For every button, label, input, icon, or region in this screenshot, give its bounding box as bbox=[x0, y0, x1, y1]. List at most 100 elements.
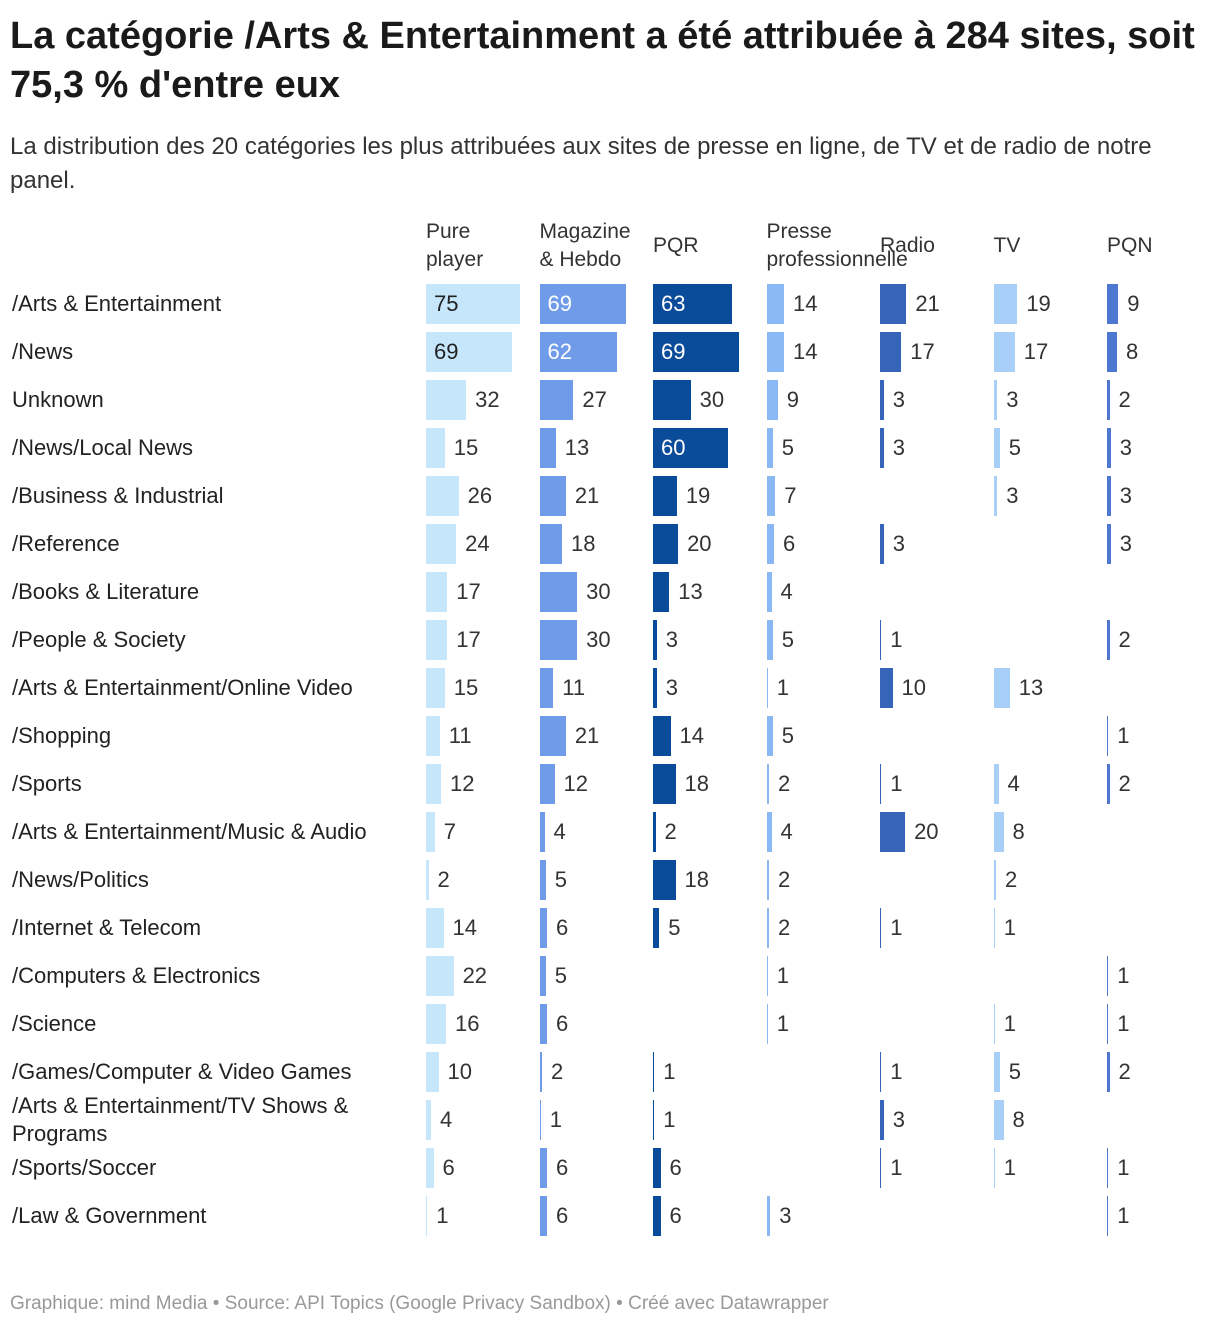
value-label: 3 bbox=[779, 1203, 792, 1228]
value-label: 1 bbox=[1117, 1203, 1130, 1228]
column-header: Presse professionnelle bbox=[766, 220, 908, 271]
bar bbox=[993, 764, 999, 804]
bar bbox=[880, 764, 882, 804]
bar bbox=[1107, 764, 1110, 804]
row-label: /Internet & Telecom bbox=[12, 915, 202, 940]
value-label: 6 bbox=[556, 1011, 569, 1036]
value-label: 30 bbox=[699, 387, 725, 412]
bar bbox=[653, 1100, 655, 1140]
bar bbox=[653, 620, 657, 660]
value-label: 1 bbox=[1117, 1011, 1130, 1036]
value-label: 17 bbox=[456, 627, 481, 652]
value-label: 2 bbox=[1118, 387, 1131, 412]
value-label: 4 bbox=[553, 819, 566, 844]
row-label: /Computers & Electronics bbox=[12, 963, 261, 988]
value-label: 2 bbox=[1005, 867, 1018, 892]
column-header: Pure player bbox=[426, 220, 484, 271]
bar bbox=[539, 908, 548, 948]
value-label: 2 bbox=[664, 819, 677, 844]
bar bbox=[426, 908, 444, 948]
value-label: 26 bbox=[467, 483, 493, 508]
bar bbox=[1107, 956, 1109, 996]
value-label: 63 bbox=[661, 291, 686, 316]
bar bbox=[993, 332, 1015, 372]
value-label: 10 bbox=[447, 1059, 473, 1084]
value-label: 19 bbox=[1026, 291, 1051, 316]
bar bbox=[426, 620, 448, 660]
bar bbox=[993, 860, 996, 900]
value-label: 8 bbox=[1126, 339, 1139, 364]
bar bbox=[1107, 716, 1109, 756]
bar bbox=[539, 572, 578, 612]
value-label: 22 bbox=[462, 963, 488, 988]
bar bbox=[539, 332, 618, 372]
value-label: 2 bbox=[778, 915, 791, 940]
bar bbox=[880, 1100, 884, 1140]
value-label: 13 bbox=[564, 435, 590, 460]
bar bbox=[766, 668, 768, 708]
chart-title: La catégorie /Arts & Entertainment a été… bbox=[10, 15, 1195, 106]
bar bbox=[1107, 380, 1110, 420]
value-label: 3 bbox=[892, 435, 905, 460]
value-label: 2 bbox=[551, 1059, 564, 1084]
value-label: 8 bbox=[1012, 819, 1025, 844]
bar bbox=[426, 812, 435, 852]
bar bbox=[1107, 1004, 1109, 1044]
value-label: 6 bbox=[669, 1155, 682, 1180]
value-label: 20 bbox=[687, 531, 712, 556]
value-label: 19 bbox=[685, 483, 711, 508]
row-label: /People & Society bbox=[12, 627, 186, 652]
bar bbox=[766, 428, 773, 468]
value-label: 3 bbox=[892, 1107, 905, 1132]
value-label: 11 bbox=[562, 675, 586, 700]
row-label: /Shopping bbox=[12, 723, 112, 748]
bar bbox=[766, 764, 769, 804]
value-label: 1 bbox=[549, 1107, 562, 1132]
bar bbox=[426, 476, 459, 516]
bar bbox=[880, 1148, 882, 1188]
value-label: 20 bbox=[914, 819, 939, 844]
value-label: 12 bbox=[563, 771, 589, 796]
value-label: 5 bbox=[668, 915, 681, 940]
bar bbox=[993, 380, 998, 420]
row-label: /Science bbox=[12, 1011, 97, 1036]
chart-footer: Graphique: mind Media • Source: API Topi… bbox=[10, 1293, 829, 1314]
bar bbox=[880, 620, 882, 660]
bar bbox=[1107, 476, 1111, 516]
bar bbox=[653, 764, 676, 804]
value-label: 4 bbox=[780, 819, 793, 844]
value-label: 27 bbox=[582, 387, 607, 412]
value-label: 6 bbox=[556, 1155, 569, 1180]
bar bbox=[653, 860, 676, 900]
value-label: 17 bbox=[910, 339, 935, 364]
bar bbox=[1107, 1148, 1109, 1188]
column-header: TV bbox=[993, 234, 1021, 257]
value-label: 9 bbox=[786, 387, 800, 412]
value-label: 18 bbox=[684, 771, 710, 796]
value-label: 75 bbox=[434, 291, 459, 316]
bar bbox=[426, 1100, 431, 1140]
bar bbox=[766, 380, 778, 420]
value-label: 1 bbox=[1117, 963, 1130, 988]
bar bbox=[539, 1100, 541, 1140]
bar bbox=[766, 860, 769, 900]
value-label: 3 bbox=[1119, 531, 1132, 556]
bar bbox=[539, 1196, 548, 1236]
value-label: 14 bbox=[679, 723, 705, 748]
value-label: 30 bbox=[586, 627, 611, 652]
bar bbox=[539, 380, 574, 420]
bar bbox=[653, 1052, 655, 1092]
bar bbox=[426, 860, 429, 900]
row-label: /Books & Literature bbox=[12, 579, 200, 604]
bar bbox=[426, 668, 445, 708]
value-label: 17 bbox=[1023, 339, 1049, 364]
value-label: 6 bbox=[556, 1203, 569, 1228]
bar bbox=[539, 1004, 548, 1044]
bar bbox=[1107, 284, 1119, 324]
bar bbox=[766, 1004, 768, 1044]
bar bbox=[653, 908, 660, 948]
value-label: 14 bbox=[793, 339, 818, 364]
bar bbox=[426, 1196, 428, 1236]
value-label: 3 bbox=[665, 675, 678, 700]
value-label: 2 bbox=[1118, 627, 1131, 652]
